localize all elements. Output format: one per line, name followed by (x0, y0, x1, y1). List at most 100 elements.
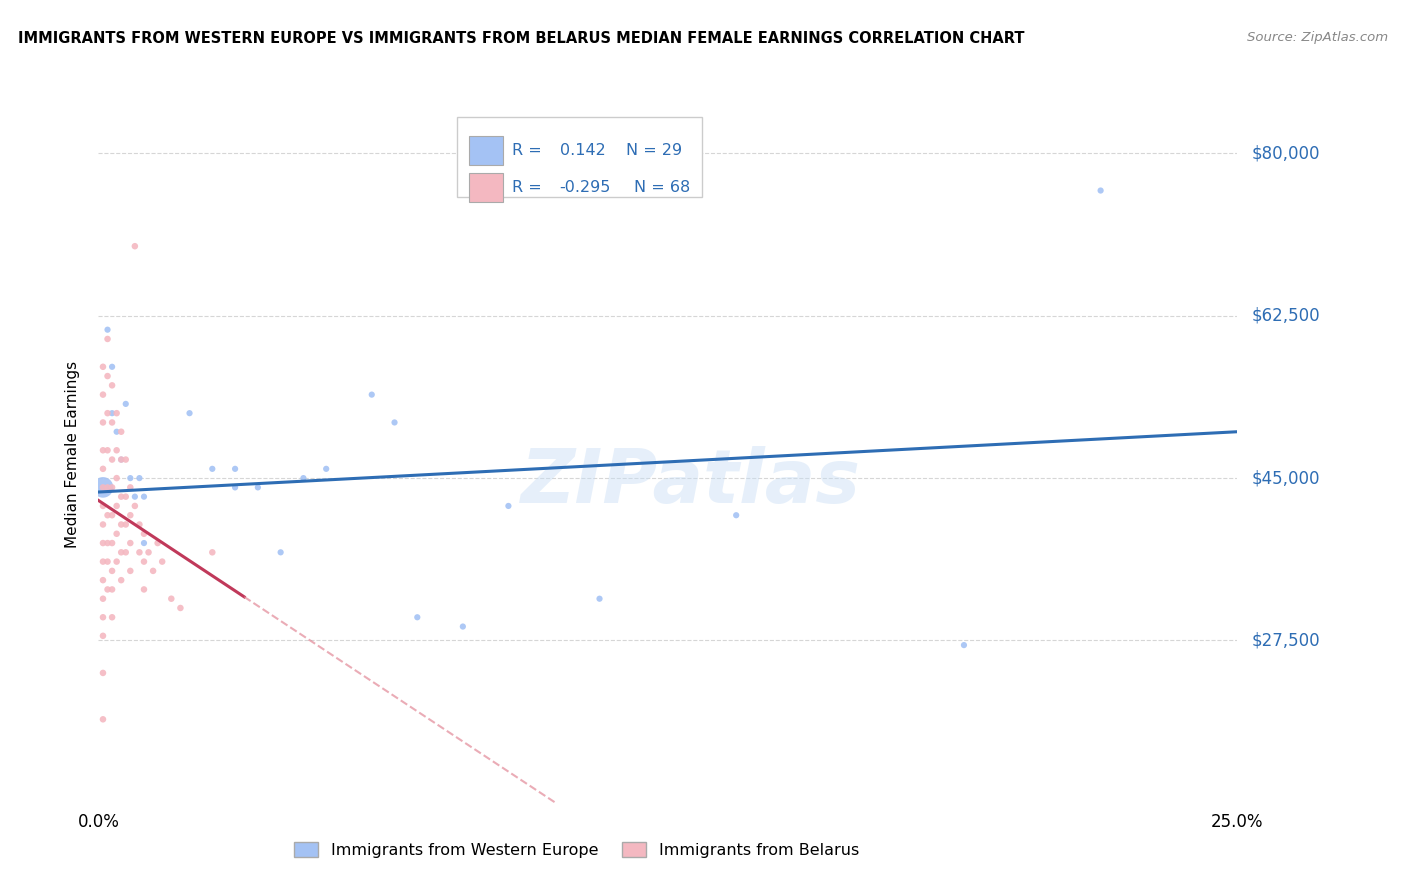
Point (91, 536, 114, 550)
Point (246, 480, 269, 494)
Point (1090, 184, 1112, 198)
Point (101, 508, 124, 523)
Point (91, 443, 114, 458)
Point (91, 517, 114, 532)
Point (101, 610, 124, 624)
Point (105, 499, 128, 513)
Point (142, 564, 165, 578)
Text: $80,000: $80,000 (1251, 145, 1320, 162)
Point (138, 545, 160, 559)
Text: N = 68: N = 68 (634, 180, 690, 195)
Point (270, 545, 292, 559)
Point (120, 564, 142, 578)
Point (101, 480, 124, 494)
Point (105, 555, 128, 569)
Point (96, 406, 118, 420)
Point (110, 573, 132, 587)
Text: -0.295: -0.295 (560, 180, 612, 195)
Point (953, 638, 976, 652)
FancyBboxPatch shape (468, 136, 503, 165)
Point (150, 555, 173, 569)
Point (101, 582, 124, 597)
Point (120, 508, 142, 523)
Point (132, 582, 155, 597)
Point (96, 332, 118, 346)
Point (101, 359, 124, 374)
Point (201, 545, 224, 559)
Point (169, 601, 191, 615)
Point (96, 582, 118, 597)
Point (105, 443, 128, 458)
Point (114, 452, 136, 467)
Point (110, 452, 132, 467)
Point (110, 490, 132, 504)
Text: $27,500: $27,500 (1251, 632, 1320, 649)
Point (114, 397, 136, 411)
Point (224, 480, 246, 494)
Point (96, 443, 118, 458)
Point (128, 517, 150, 532)
Text: Source: ZipAtlas.com: Source: ZipAtlas.com (1247, 31, 1388, 45)
Y-axis label: Median Female Earnings: Median Female Earnings (65, 361, 80, 549)
Point (110, 425, 132, 439)
Text: R =: R = (512, 180, 547, 195)
Point (105, 471, 128, 485)
Point (91, 359, 114, 374)
Text: IMMIGRANTS FROM WESTERN EUROPE VS IMMIGRANTS FROM BELARUS MEDIAN FEMALE EARNINGS: IMMIGRANTS FROM WESTERN EUROPE VS IMMIGR… (18, 31, 1025, 46)
Point (114, 490, 136, 504)
Point (91, 480, 114, 494)
Point (128, 471, 150, 485)
Point (101, 416, 124, 430)
Point (120, 471, 142, 485)
Point (110, 517, 132, 532)
Point (96, 555, 118, 569)
Point (91, 480, 114, 494)
Point (132, 526, 155, 541)
Text: $45,000: $45,000 (1251, 469, 1320, 487)
Point (360, 387, 382, 401)
Point (105, 425, 128, 439)
Point (96, 480, 118, 494)
Point (120, 480, 142, 494)
Point (96, 323, 118, 337)
Point (105, 406, 128, 420)
Point (132, 490, 155, 504)
Point (101, 406, 124, 420)
Point (201, 462, 224, 476)
Point (91, 462, 114, 476)
Point (96, 508, 118, 523)
Point (120, 536, 142, 550)
Point (588, 591, 610, 606)
Point (91, 573, 114, 587)
Text: R =: R = (512, 143, 547, 158)
Point (91, 610, 114, 624)
Point (91, 629, 114, 643)
Text: 0.142: 0.142 (560, 143, 606, 158)
Point (101, 564, 124, 578)
Point (101, 378, 124, 392)
Point (91, 416, 114, 430)
Point (498, 499, 520, 513)
Legend: Immigrants from Western Europe, Immigrants from Belarus: Immigrants from Western Europe, Immigran… (288, 836, 866, 864)
Point (384, 416, 406, 430)
Point (110, 545, 132, 559)
Point (91, 712, 114, 726)
Point (96, 369, 118, 384)
Point (114, 517, 136, 532)
Point (101, 452, 124, 467)
FancyBboxPatch shape (457, 118, 702, 197)
Point (146, 536, 169, 550)
Point (91, 555, 114, 569)
Point (406, 610, 429, 624)
Point (179, 406, 201, 420)
Text: ZIPatlas: ZIPatlas (520, 446, 860, 519)
Point (224, 462, 246, 476)
Point (91, 665, 114, 680)
Point (124, 499, 146, 513)
Point (160, 591, 183, 606)
Point (124, 490, 146, 504)
Point (91, 499, 114, 513)
Point (96, 536, 118, 550)
Point (315, 462, 337, 476)
Text: N = 29: N = 29 (626, 143, 682, 158)
